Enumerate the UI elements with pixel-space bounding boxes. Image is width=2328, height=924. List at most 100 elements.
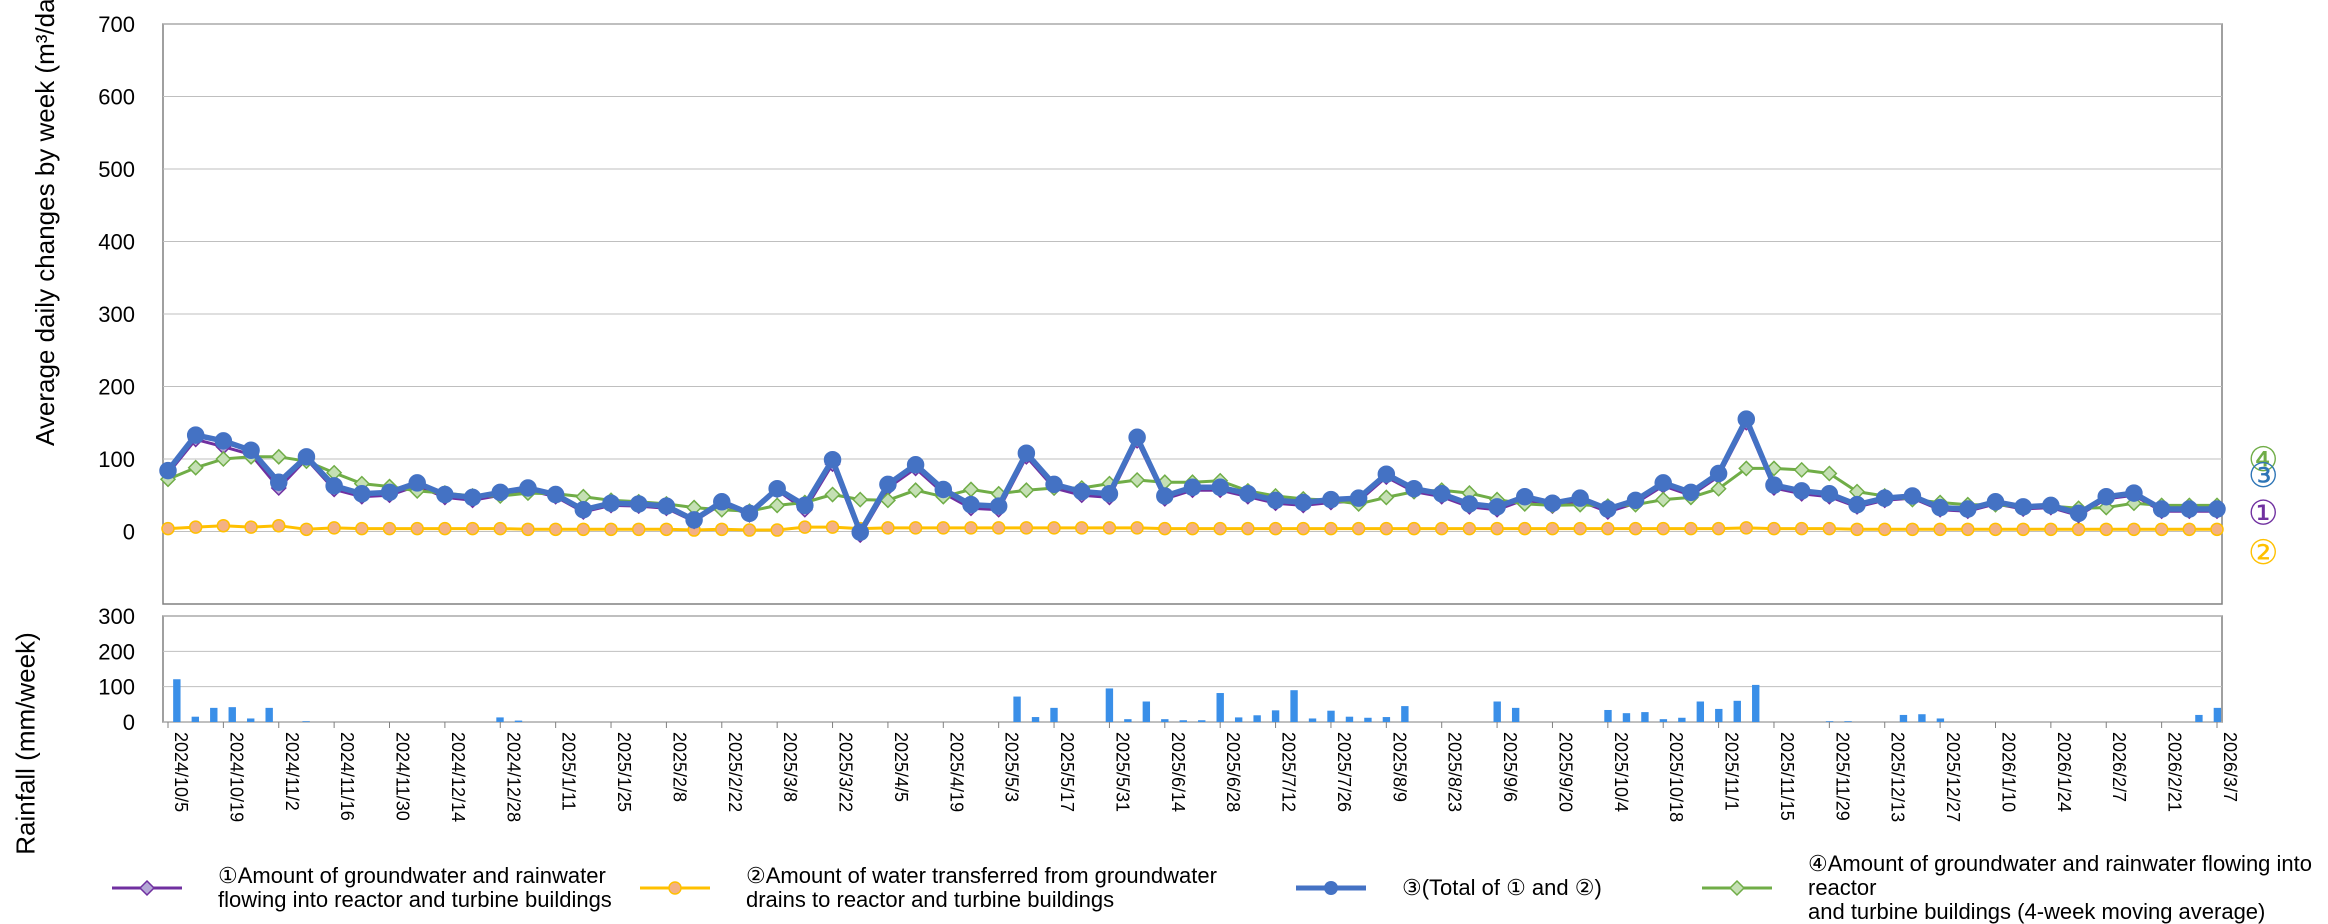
x-tick-label: 2025/4/19 bbox=[946, 732, 966, 812]
series-3-point bbox=[1792, 482, 1811, 500]
series-4-point bbox=[962, 481, 980, 498]
top-y-tick-label: 300 bbox=[98, 302, 135, 327]
x-tick-label: 2025/6/28 bbox=[1223, 732, 1243, 812]
series-2-point bbox=[825, 520, 840, 534]
legend-item-3: ③(Total of ① and ②) bbox=[1296, 864, 1602, 912]
x-tick-label: 2026/2/21 bbox=[2165, 732, 2185, 812]
series-2-point bbox=[770, 523, 784, 537]
series-2-point bbox=[742, 523, 757, 537]
rain-bar bbox=[1031, 717, 1040, 722]
top-y-axis-title: Average daily changes by week (m³/day) bbox=[30, 0, 60, 446]
x-tick-label: 2025/5/31 bbox=[1112, 732, 1132, 812]
series-2-point bbox=[2210, 522, 2224, 537]
series-3-point bbox=[629, 495, 648, 513]
series-3-point bbox=[1266, 491, 1285, 510]
series-3-point bbox=[325, 477, 343, 495]
rain-bar bbox=[247, 718, 255, 722]
rain-bar bbox=[1179, 720, 1187, 722]
series-3-point bbox=[1100, 485, 1119, 503]
x-tick-label: 2025/5/3 bbox=[1002, 732, 1022, 802]
x-tick-label: 2024/11/2 bbox=[282, 732, 302, 811]
series-2-point bbox=[1490, 521, 1504, 536]
series-3-point bbox=[851, 523, 869, 541]
rain-bar bbox=[1013, 696, 1021, 722]
series-2-point bbox=[244, 520, 258, 534]
rain-bar bbox=[1216, 693, 1224, 722]
series-3-point bbox=[2069, 504, 2088, 523]
series-3-point bbox=[436, 485, 454, 504]
series-2-point bbox=[1324, 521, 1338, 536]
series-2-point bbox=[1601, 521, 1615, 536]
x-tick-label: 2025/11/1 bbox=[1722, 732, 1742, 811]
series-3-point bbox=[2180, 500, 2199, 518]
legend-swatch-3 bbox=[1296, 881, 1366, 895]
series-4-point bbox=[1710, 480, 1727, 497]
series-3-point bbox=[2014, 498, 2032, 516]
top-y-tick-label: 100 bbox=[98, 447, 135, 472]
series-2-point bbox=[327, 521, 341, 535]
rain-bar bbox=[1622, 713, 1631, 722]
series-2-point bbox=[991, 521, 1006, 535]
rain-bar bbox=[1253, 715, 1261, 722]
series-3-point bbox=[1543, 494, 1562, 512]
series-2-point bbox=[964, 521, 978, 535]
series-3-point bbox=[685, 511, 703, 529]
series-3-point bbox=[1959, 500, 1977, 518]
series-4-point bbox=[1129, 471, 1146, 489]
top-y-tick-label: 600 bbox=[98, 85, 135, 110]
x-tick-label: 2025/7/12 bbox=[1279, 732, 1299, 812]
series-3-point bbox=[1488, 498, 1506, 516]
series-3-point bbox=[1875, 489, 1894, 507]
x-tick-label: 2025/1/25 bbox=[614, 732, 634, 812]
series-2-point bbox=[1047, 521, 1061, 535]
series-2-point bbox=[1434, 521, 1449, 536]
legend-label-2: ②Amount of water transferred from ground… bbox=[746, 863, 1217, 912]
bottom-y-tick-label: 100 bbox=[98, 675, 135, 700]
series-2-point bbox=[1961, 522, 1975, 537]
rain-bar bbox=[2213, 707, 2222, 722]
rain-bar bbox=[1936, 718, 1945, 722]
series-3-point bbox=[768, 479, 786, 498]
series-2-point bbox=[1462, 521, 1477, 536]
series-3-point bbox=[1654, 474, 1672, 492]
x-tick-label: 2025/1/11 bbox=[559, 732, 579, 811]
x-tick-label: 2025/11/29 bbox=[1832, 732, 1852, 821]
series-2-point bbox=[1628, 521, 1643, 536]
rain-bar bbox=[1124, 719, 1132, 722]
rain-bar bbox=[1715, 708, 1723, 722]
x-tick-label: 2025/7/26 bbox=[1334, 732, 1354, 812]
series-3-point bbox=[1017, 444, 1036, 462]
series-3-point bbox=[353, 485, 371, 503]
rain-bar bbox=[496, 717, 504, 722]
series-2-point bbox=[2016, 522, 2030, 537]
series-3-point bbox=[1322, 490, 1340, 509]
x-tick-label: 2026/1/24 bbox=[2054, 732, 2074, 812]
x-tick-label: 2025/3/22 bbox=[836, 732, 856, 812]
x-tick-label: 2025/9/20 bbox=[1555, 732, 1575, 812]
series-2-point bbox=[438, 521, 452, 536]
x-tick-label: 2025/12/13 bbox=[1888, 732, 1908, 822]
x-tick-label: 2024/11/16 bbox=[337, 732, 357, 821]
series-2-point bbox=[2044, 522, 2058, 537]
rain-bar bbox=[1493, 701, 1501, 722]
series-2-point bbox=[715, 522, 729, 537]
rain-bar bbox=[302, 721, 310, 722]
series-2-point bbox=[631, 522, 646, 537]
legend-item-1: ①Amount of groundwater and rainwater flo… bbox=[112, 864, 612, 912]
rain-bar bbox=[1142, 701, 1151, 722]
series-4-point bbox=[1655, 491, 1672, 508]
rain-bar bbox=[1382, 717, 1391, 722]
series-3-point bbox=[1820, 485, 1839, 503]
rain-bar bbox=[1678, 717, 1686, 722]
series-3-point bbox=[1211, 478, 1229, 497]
series-3-point bbox=[1294, 493, 1313, 512]
rain-bar bbox=[1641, 712, 1649, 722]
legend-label-3: ③(Total of ① and ②) bbox=[1402, 875, 1602, 900]
rain-bar bbox=[228, 707, 236, 722]
series-3-point bbox=[491, 483, 510, 502]
series-3-point bbox=[1931, 498, 1949, 517]
series-3-point bbox=[602, 494, 620, 512]
rain-bar bbox=[2195, 714, 2203, 722]
x-tick-label: 2025/10/4 bbox=[1611, 732, 1631, 812]
series-2-point bbox=[2099, 522, 2113, 537]
